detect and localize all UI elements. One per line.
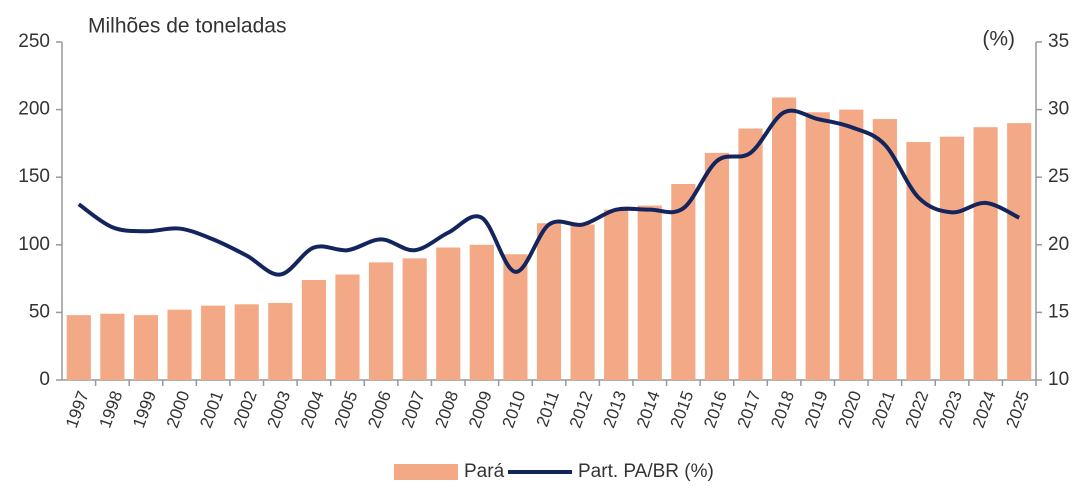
- y-tick-label: 50: [29, 301, 50, 322]
- bar: [973, 127, 998, 381]
- bar: [301, 279, 326, 380]
- x-tick-label: 1999: [129, 388, 160, 430]
- x-tick-label: 1998: [96, 388, 127, 430]
- x-tick-label: 2006: [364, 388, 395, 430]
- y2-tick-label: 20: [1048, 234, 1069, 255]
- legend-swatch: [394, 464, 458, 480]
- x-tick-label: 2013: [599, 388, 630, 430]
- bar: [167, 309, 192, 380]
- x-tick-label: 2020: [834, 388, 865, 430]
- y-tick-label: 150: [18, 166, 50, 187]
- x-tick-label: 2014: [633, 388, 664, 430]
- y2-tick-label: 25: [1048, 166, 1069, 187]
- x-tick-label: 2000: [163, 388, 194, 430]
- x-tick-label: 2001: [196, 388, 227, 430]
- x-tick-label: 2012: [566, 388, 597, 430]
- y-tick-label: 200: [18, 99, 50, 120]
- legend-label: Part. PA/BR (%): [578, 461, 714, 482]
- bar: [738, 128, 763, 380]
- y2-axis-label: (%): [982, 28, 1015, 51]
- x-tick-label: 2021: [868, 388, 899, 430]
- bar: [469, 244, 494, 380]
- bar: [268, 302, 293, 380]
- x-tick-label: 2003: [263, 388, 294, 430]
- bar: [772, 97, 797, 380]
- bar: [66, 315, 91, 380]
- bar: [637, 205, 662, 380]
- bar: [805, 112, 830, 380]
- bar: [402, 258, 427, 380]
- bar: [100, 313, 125, 380]
- bar: [1007, 123, 1032, 381]
- x-tick-label: 2002: [230, 388, 261, 430]
- bar: [704, 152, 730, 380]
- y-axis-label: Milhões de toneladas: [88, 15, 286, 38]
- x-tick-label: 2018: [767, 388, 798, 430]
- x-tick-label: 2005: [331, 388, 362, 430]
- x-tick-label: 2016: [700, 388, 731, 430]
- x-tick-label: 2024: [969, 388, 1000, 430]
- bar: [436, 247, 461, 380]
- x-tick-label: 2009: [465, 388, 496, 430]
- x-tick-label: 2023: [935, 388, 966, 430]
- bar: [939, 136, 965, 380]
- y2-tick-label: 15: [1048, 301, 1069, 322]
- bar: [234, 304, 259, 380]
- x-tick-label: 2017: [734, 388, 765, 430]
- y-tick-label: 0: [39, 369, 50, 390]
- bar: [570, 224, 595, 380]
- bar: [503, 254, 528, 380]
- x-tick-label: 2004: [297, 388, 328, 430]
- x-tick-label: 2019: [801, 388, 832, 430]
- x-tick-label: 2007: [398, 388, 429, 430]
- x-tick-label: 2022: [902, 388, 933, 430]
- y2-tick-label: 10: [1048, 369, 1069, 390]
- bar: [671, 183, 696, 380]
- x-tick-label: 1997: [62, 388, 93, 430]
- bar: [201, 305, 226, 380]
- bar: [872, 119, 897, 381]
- bar: [906, 142, 931, 380]
- bar: [604, 209, 629, 380]
- legend-label: Pará: [464, 461, 505, 482]
- bar: [536, 223, 562, 380]
- bar: [133, 315, 159, 380]
- x-tick-label: 2010: [499, 388, 530, 430]
- bar: [335, 274, 360, 380]
- x-tick-label: 2025: [1002, 388, 1033, 430]
- line: [77, 108, 1021, 277]
- y2-tick-label: 35: [1048, 31, 1069, 52]
- y-tick-label: 100: [18, 234, 50, 255]
- y-tick-label: 250: [18, 31, 50, 52]
- x-tick-label: 2011: [533, 388, 563, 429]
- x-tick-label: 2015: [667, 388, 698, 430]
- bar: [368, 262, 394, 380]
- y2-tick-label: 30: [1048, 99, 1069, 120]
- bar: [839, 109, 864, 380]
- x-tick-label: 2008: [431, 388, 462, 430]
